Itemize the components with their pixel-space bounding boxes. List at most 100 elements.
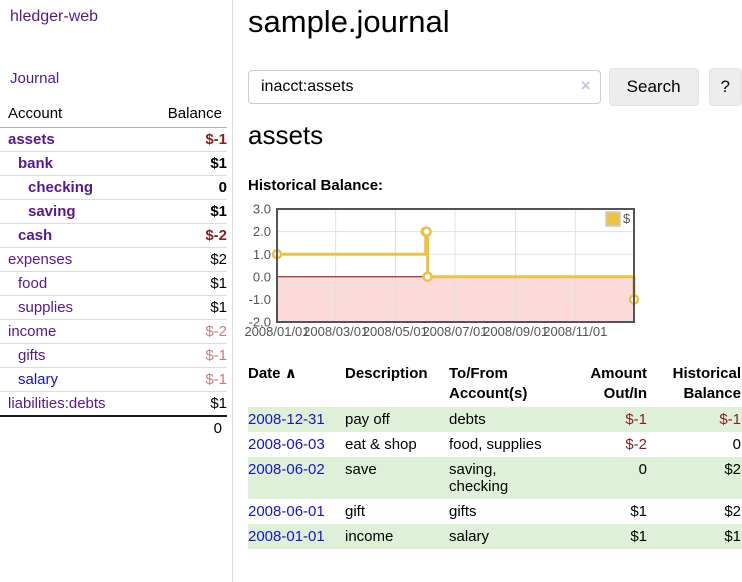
account-row: salary $-1 (0, 367, 227, 392)
transaction-balance: 0 (732, 436, 741, 453)
account-link[interactable]: cash (18, 227, 53, 244)
clear-search-icon[interactable]: × (580, 76, 591, 95)
account-link[interactable]: saving (28, 203, 76, 220)
svg-text:2008/11/01: 2008/11/01 (543, 324, 607, 339)
account-link[interactable]: supplies (18, 299, 74, 316)
account-link[interactable]: expenses (8, 251, 73, 268)
account-link[interactable]: assets (8, 131, 55, 148)
sidebar-item-journal[interactable]: Journal (10, 70, 60, 87)
transaction-amount: $-2 (625, 436, 647, 453)
transaction-description: eat & shop (345, 436, 417, 453)
account-balance: $-2 (205, 227, 227, 244)
transaction-accounts: salary (449, 528, 490, 545)
account-balance: $-1 (205, 347, 227, 364)
svg-text:0.0: 0.0 (253, 269, 271, 284)
svg-text:2008/09/01: 2008/09/01 (483, 324, 548, 339)
account-link[interactable]: liabilities:debts (8, 395, 106, 412)
transaction-amount: $1 (630, 528, 647, 545)
account-balance: $1 (210, 203, 227, 220)
account-link[interactable]: food (18, 275, 48, 292)
transaction-date-link[interactable]: 2008-06-01 (248, 503, 325, 520)
svg-text:3.0: 3.0 (253, 202, 271, 217)
accounts-total-row: 0 (0, 415, 227, 440)
app-brand-link[interactable]: hledger-web (10, 8, 99, 25)
accounts-header-account: Account (0, 102, 146, 128)
account-balance: $1 (210, 155, 227, 172)
account-row: cash $-2 (0, 223, 227, 248)
search-button[interactable]: Search (608, 68, 699, 106)
account-balance: $1 (210, 275, 227, 292)
search-form: × Search ? (248, 68, 742, 106)
search-input[interactable] (248, 70, 601, 104)
account-balance: $-2 (205, 323, 227, 340)
account-heading: assets (248, 120, 324, 150)
account-row: supplies $1 (0, 295, 227, 320)
help-button[interactable]: ? (708, 68, 742, 106)
accounts-table: Account Balance assets $-1 bank $1 check… (0, 102, 227, 440)
register-row: 2008-06-03 eat & shop food, supplies $-2… (248, 432, 742, 457)
account-row: checking 0 (0, 175, 227, 200)
register-header-date[interactable]: Date ∧ (248, 365, 297, 382)
register-header-description: Description (345, 365, 428, 382)
account-row: bank $1 (0, 151, 227, 176)
transaction-accounts: food, supplies (449, 436, 542, 453)
transaction-amount: 0 (638, 461, 647, 478)
transaction-balance: $-1 (719, 411, 741, 428)
account-row: saving $1 (0, 199, 227, 224)
account-link[interactable]: income (8, 323, 57, 340)
transaction-description: gift (345, 503, 366, 520)
svg-text:2008/03/01: 2008/03/01 (303, 324, 368, 339)
account-balance: $1 (210, 299, 227, 316)
account-row: expenses $2 (0, 247, 227, 272)
svg-text:-1.0: -1.0 (249, 292, 271, 307)
svg-text:1.0: 1.0 (253, 247, 271, 262)
register-table: Date ∧ Description To/From Account(s) Am… (248, 361, 742, 549)
register-header-accounts: To/From Account(s) (449, 365, 528, 402)
account-balance: $-1 (205, 131, 227, 148)
account-link[interactable]: bank (18, 155, 54, 172)
page-title: sample.journal (248, 4, 450, 39)
account-balance: $1 (210, 395, 227, 412)
accounts-table-body: assets $-1 bank $1 checking 0 saving $1 … (0, 127, 227, 417)
account-row: assets $-1 (0, 127, 227, 152)
sidebar: hledger-web Journal Account Balance asse… (0, 0, 233, 582)
transaction-balance: $2 (724, 503, 741, 520)
svg-text:-2.0: -2.0 (249, 315, 271, 330)
transaction-description: income (345, 528, 394, 545)
transaction-accounts: debts (449, 411, 486, 428)
svg-text:2.0: 2.0 (253, 224, 271, 239)
account-balance: $-1 (205, 371, 227, 388)
transaction-balance: $2 (724, 461, 741, 478)
register-row: 2008-01-01 income salary $1 $1 (248, 524, 742, 549)
account-row: food $1 (0, 271, 227, 296)
account-balance: $2 (210, 251, 227, 268)
register-header-balance: Historical Balance (672, 365, 741, 402)
transaction-date-link[interactable]: 2008-06-03 (248, 436, 325, 453)
transaction-date-link[interactable]: 2008-01-01 (248, 528, 325, 545)
transaction-date-link[interactable]: 2008-12-31 (248, 411, 325, 428)
sort-ascending-icon: ∧ (284, 365, 297, 382)
svg-text:2008/01/01: 2008/01/01 (244, 324, 309, 339)
chart-title: Historical Balance: (248, 177, 384, 194)
transaction-date-link[interactable]: 2008-06-02 (248, 461, 325, 478)
svg-text:2008/05/01: 2008/05/01 (363, 324, 428, 339)
transaction-amount: $1 (630, 503, 647, 520)
account-balance: 0 (218, 179, 227, 196)
account-link[interactable]: gifts (18, 347, 46, 364)
accounts-total-value: 0 (0, 415, 227, 440)
account-link[interactable]: checking (28, 179, 94, 196)
account-link[interactable]: salary (18, 371, 59, 388)
account-row: income $-2 (0, 319, 227, 344)
transaction-description: pay off (345, 411, 390, 428)
account-row: liabilities:debts $1 (0, 391, 227, 417)
transaction-accounts: gifts (449, 503, 477, 520)
register-row: 2008-12-31 pay off debts $-1 $-1 (248, 407, 742, 432)
transaction-description: save (345, 461, 377, 478)
register-row: 2008-06-01 gift gifts $1 $2 (248, 499, 742, 524)
transaction-accounts: saving, checking (449, 461, 509, 495)
transaction-amount: $-1 (625, 411, 647, 428)
historical-balance-chart: 3.0 2.0 1.0 0.0 -1.0 -2.02008/01/012008/03/01… (244, 202, 640, 339)
transaction-balance: $1 (724, 528, 741, 545)
register-header-amount: Amount Out/In (590, 365, 647, 402)
svg-text:2008/07/01: 2008/07/01 (422, 324, 487, 339)
